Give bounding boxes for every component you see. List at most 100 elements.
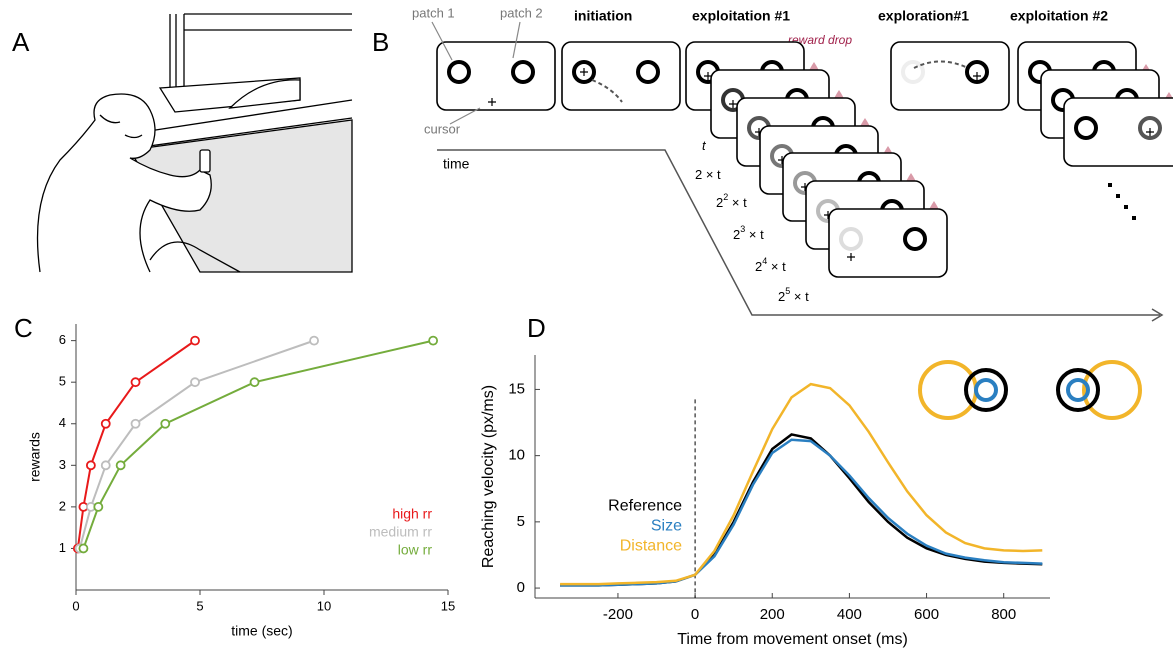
time-axis: [437, 149, 1160, 316]
target-icon: [1056, 368, 1100, 412]
y-tick-label: 1: [59, 540, 66, 555]
x-tick-label: 200: [760, 606, 785, 623]
stage-title: initiation: [574, 8, 632, 24]
stage-title: exploration#1: [878, 8, 969, 24]
time-label: time: [443, 156, 470, 172]
delay-exponent: 2: [723, 192, 728, 202]
x-tick-label: 0: [72, 598, 79, 613]
delay-base: 2: [695, 167, 702, 182]
x-axis-label: time (sec): [231, 623, 292, 639]
series-line: [82, 339, 434, 549]
target-icon: [1066, 378, 1090, 402]
data-point: [85, 460, 96, 471]
legend-entry: low rr: [398, 542, 433, 558]
patch-label: patch 1: [412, 5, 455, 20]
patch-ring: [636, 60, 660, 84]
target-icon: [964, 368, 1008, 412]
series-line: [76, 339, 196, 549]
delay-tail: × t: [728, 195, 747, 210]
legend-entry: Size: [651, 518, 682, 535]
screen-frame: [561, 41, 681, 111]
series-line: [78, 339, 315, 549]
stage-title: exploitation #2: [1010, 8, 1108, 24]
delay-exponent: 4: [762, 256, 767, 266]
patch-ring: [572, 60, 596, 84]
series-line: [560, 382, 1043, 586]
ellipsis-dot: [1108, 183, 1112, 187]
patch-ring: [511, 60, 535, 84]
ellipsis-dot: [1124, 205, 1128, 209]
y-tick-label: 0: [517, 579, 525, 596]
x-tick-label: 600: [914, 606, 939, 623]
delay-tail: × t: [790, 289, 809, 304]
delay-label: 25 × t: [778, 286, 809, 304]
x-tick-label: 400: [837, 606, 862, 623]
data-point: [190, 377, 200, 388]
legend-entry: medium rr: [369, 524, 432, 540]
patch-ring: [1138, 116, 1162, 140]
delay-tail: × t: [767, 259, 786, 274]
patch-ring: [965, 60, 989, 84]
data-point: [100, 418, 111, 429]
screen-frame: [890, 41, 1010, 111]
patch-ring: [903, 227, 927, 251]
x-tick-label: 15: [441, 598, 455, 613]
ellipsis-dot: [1116, 194, 1120, 198]
legend-entry: high rr: [392, 506, 432, 522]
data-point: [100, 460, 111, 471]
y-tick-label: 15: [508, 380, 525, 397]
apparatus-illustration: [36, 13, 353, 273]
data-point: [130, 418, 141, 429]
y-tick-label: 6: [59, 332, 66, 347]
cursor: [580, 68, 588, 76]
patch-label: patch 2: [500, 5, 543, 20]
panel-label: B: [372, 27, 389, 57]
y-tick-label: 4: [59, 415, 66, 430]
delay-base: 2: [755, 259, 762, 274]
data-point: [78, 543, 89, 554]
y-tick-label: 2: [59, 498, 66, 513]
patch-ring: [839, 227, 863, 251]
ellipsis-dot: [1132, 216, 1136, 220]
stage-title: exploitation #1: [692, 8, 790, 24]
patch-ring: [1074, 116, 1098, 140]
cursor: [1146, 128, 1154, 136]
target-icon: [1082, 360, 1142, 420]
legend-entry: Distance: [620, 538, 682, 555]
y-axis-label: rewards: [27, 432, 43, 482]
series-line: [560, 438, 1043, 587]
cursor: [973, 72, 981, 80]
delay-label: 2 × t: [695, 167, 721, 182]
delay-label: 23 × t: [733, 224, 764, 242]
delay-base: 2: [778, 289, 785, 304]
panel-label: A: [12, 27, 30, 57]
delay-exponent: 3: [740, 224, 745, 234]
x-tick-label: 5: [196, 598, 203, 613]
patch-ring: [447, 60, 471, 84]
target-icon: [974, 378, 998, 402]
cursor: [847, 253, 855, 261]
delay-base: 2: [716, 195, 723, 210]
x-tick-label: 0: [691, 606, 699, 623]
patch-ring: [901, 60, 925, 84]
y-tick-label: 5: [517, 513, 525, 530]
cursor-label: cursor: [424, 121, 461, 136]
x-tick-label: -200: [603, 606, 633, 623]
data-point: [428, 335, 439, 346]
data-point: [130, 377, 141, 388]
data-point: [249, 377, 260, 388]
y-tick-label: 5: [59, 374, 66, 389]
screen-frame: [828, 208, 948, 278]
pointer: [431, 21, 521, 125]
y-tick-label: 10: [508, 447, 525, 464]
x-tick-label: 800: [991, 606, 1016, 623]
data-point: [309, 335, 319, 346]
movement-path: [591, 79, 623, 103]
panel-label: D: [527, 313, 546, 343]
delay-label: 24 × t: [755, 256, 786, 274]
y-tick-label: 3: [59, 457, 66, 472]
legend-entry: Reference: [608, 498, 682, 515]
data-point: [190, 335, 200, 346]
movement-path: [913, 60, 969, 69]
